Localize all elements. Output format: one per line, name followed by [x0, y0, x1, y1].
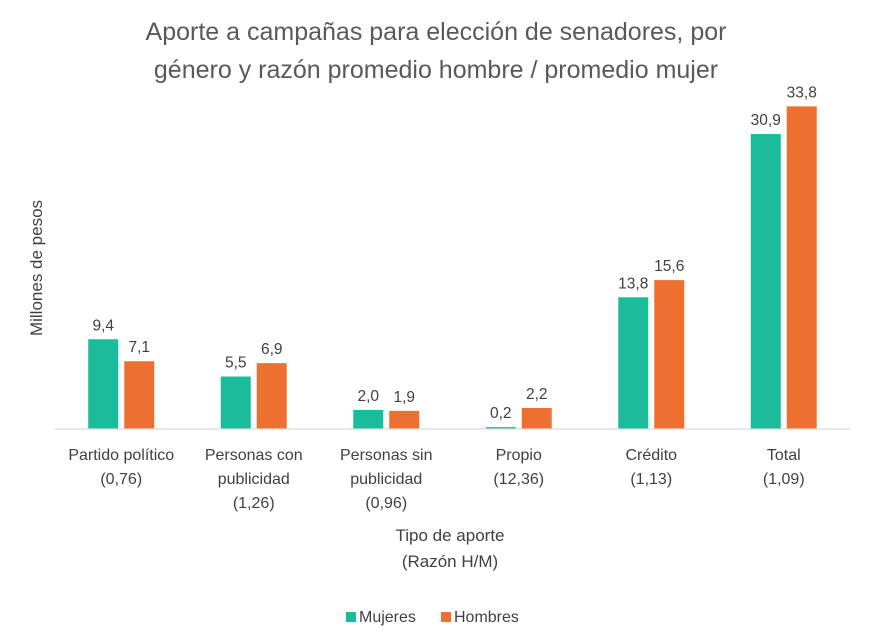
- bar-mujeres: [485, 427, 516, 429]
- bar-mujeres: [220, 376, 251, 429]
- data-label: 30,9: [751, 112, 781, 129]
- category-label: publicidad: [350, 471, 422, 488]
- data-label: 7,1: [128, 339, 150, 356]
- category-label: (12,36): [493, 471, 544, 488]
- legend-label-mujeres: Mujeres: [359, 609, 416, 626]
- bar-hombres: [256, 363, 287, 429]
- category-label: Partido político: [68, 447, 174, 464]
- data-label: 5,5: [225, 355, 247, 372]
- data-label: 2,2: [526, 386, 548, 403]
- y-axis-label: Millones de pesos: [27, 200, 46, 336]
- legend-label-hombres: Hombres: [454, 609, 519, 626]
- chart-title-line: Aporte a campañas para elección de senad…: [146, 18, 727, 46]
- category-label: Crédito: [625, 447, 677, 464]
- x-axis-label: Tipo de aporte (Razón H/M): [396, 526, 505, 571]
- data-label: 15,6: [654, 258, 684, 275]
- category-label: (1,13): [630, 471, 672, 488]
- bar-hombres: [124, 361, 155, 429]
- bar-hombres: [654, 280, 685, 429]
- category-label: Personas con: [205, 447, 303, 464]
- category-label: (0,96): [365, 495, 407, 512]
- data-label: 1,9: [393, 389, 415, 406]
- legend-swatch-hombres: [441, 612, 451, 622]
- data-label: 9,4: [92, 317, 114, 334]
- bar-hombres: [389, 410, 420, 429]
- bar-hombres: [521, 408, 552, 429]
- data-label: 33,8: [787, 84, 817, 101]
- x-axis-label-line: Tipo de aporte: [396, 526, 505, 545]
- category-label: (1,09): [763, 471, 805, 488]
- category-label: Propio: [496, 447, 542, 464]
- category-label: publicidad: [218, 471, 290, 488]
- data-label: 0,2: [490, 405, 512, 422]
- bar-mujeres: [750, 134, 781, 429]
- legend-swatch-mujeres: [346, 612, 356, 622]
- bars: 9,4 7,1 5,5 6,9 2,0 1,9 0,2 2,2 13,8 15,6 30,9 33,8: [88, 84, 817, 429]
- category-label: (1,26): [233, 495, 275, 512]
- chart-title-line: género y razón promedio hombre / promedi…: [154, 56, 718, 84]
- bar-hombres: [786, 106, 817, 429]
- data-label: 2,0: [357, 388, 379, 405]
- x-axis-label-line: (Razón H/M): [402, 552, 498, 571]
- bar-mujeres: [618, 297, 649, 429]
- category-label: (0,76): [100, 471, 142, 488]
- legend: Mujeres Hombres: [346, 609, 519, 626]
- bar-mujeres: [88, 339, 119, 429]
- bar-mujeres: [353, 409, 384, 429]
- category-label: Personas sin: [340, 447, 433, 464]
- category-labels: Partido político (0,76) Personas con public…: [68, 447, 804, 512]
- chart-title: Aporte a campañas para elección de senad…: [146, 18, 727, 84]
- data-label: 6,9: [261, 341, 283, 358]
- category-label: Total: [767, 447, 801, 464]
- data-label: 13,8: [618, 275, 648, 292]
